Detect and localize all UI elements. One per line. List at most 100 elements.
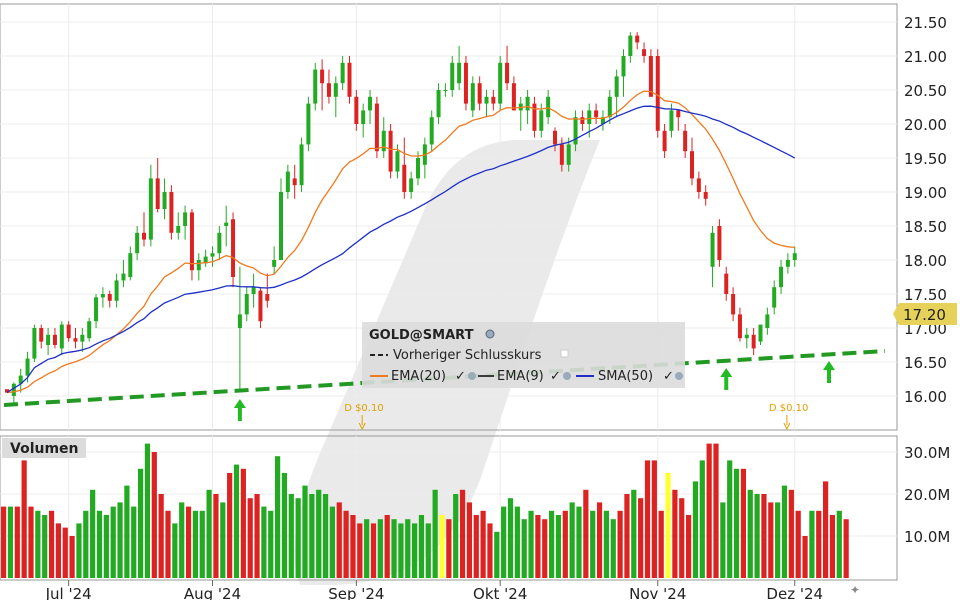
volume-bar	[69, 536, 75, 578]
legend-prev-close: Vorheriger Schlusskurs	[393, 348, 542, 363]
candle-body	[59, 324, 64, 349]
candle-body	[607, 96, 612, 118]
candle-body	[326, 83, 331, 97]
candle-body	[717, 226, 722, 260]
dividend-label[interactable]: D $0.10	[769, 403, 809, 414]
x-tick-label: Okt '24	[473, 585, 527, 600]
volume-bar	[446, 519, 452, 578]
candle-body	[169, 192, 174, 233]
candle-body	[553, 130, 557, 145]
price-tick-label: 20.50	[904, 82, 947, 100]
volume-bar	[843, 519, 849, 578]
volume-bar	[638, 498, 644, 578]
volume-bar	[747, 489, 753, 578]
price-tick-label: 18.00	[904, 252, 947, 270]
volume-bar	[795, 510, 801, 578]
candle-body	[107, 294, 112, 301]
candle-body	[203, 256, 208, 264]
candle-body	[224, 222, 229, 226]
volume-bar	[302, 485, 308, 578]
volume-panel-frame	[0, 435, 898, 581]
candle-body	[313, 69, 318, 104]
volume-bar	[322, 494, 329, 578]
candle-body	[573, 117, 578, 145]
candle-body	[792, 253, 797, 260]
candle-body	[66, 324, 71, 339]
ema9-check-icon[interactable]: ✓	[550, 369, 561, 384]
volume-bar	[309, 494, 315, 578]
candle-body	[690, 151, 694, 179]
candle-body	[491, 96, 496, 104]
volume-bar	[775, 502, 781, 578]
volume-bar	[823, 481, 829, 578]
prev-close-toggle[interactable]	[560, 349, 569, 358]
volume-bar	[679, 498, 685, 578]
candle-body	[18, 375, 23, 384]
candle-body	[374, 103, 379, 152]
candle-body	[669, 110, 674, 131]
volume-bar	[172, 523, 178, 578]
volume-bar	[761, 494, 767, 578]
globe-icon[interactable]	[485, 329, 495, 339]
candle-body	[94, 297, 99, 322]
candle-body	[306, 103, 311, 145]
volume-bar	[316, 489, 322, 578]
candle-body	[532, 103, 537, 131]
legend-ema20: EMA(20)	[391, 369, 446, 384]
candle-body	[580, 117, 585, 124]
candle-body	[121, 273, 126, 281]
candle-body	[635, 35, 640, 43]
volume-bar	[377, 519, 383, 578]
volume-bar	[610, 519, 616, 578]
candle-body	[457, 62, 462, 84]
volume-bar	[76, 523, 82, 578]
volume-bar	[809, 510, 815, 578]
candle-body	[436, 90, 441, 118]
ema9-settings-icon[interactable]	[563, 372, 571, 380]
candle-body	[696, 178, 701, 192]
volume-bar	[185, 506, 192, 578]
candle-body	[546, 96, 551, 118]
candle-body	[416, 158, 420, 179]
sma50-check-icon[interactable]: ✓	[663, 369, 674, 384]
ema20-check-icon[interactable]: ✓	[455, 369, 466, 384]
volume-bar	[829, 515, 836, 578]
volume-bar	[658, 510, 664, 578]
sma50-settings-icon[interactable]	[675, 372, 683, 380]
volume-bar	[110, 506, 116, 578]
volume-bar	[507, 498, 514, 578]
volume-bar	[28, 506, 34, 578]
dividend-label[interactable]: D $0.10	[344, 403, 384, 414]
volume-bar	[720, 502, 726, 578]
volume-bar	[706, 443, 712, 578]
volume-bar	[432, 489, 438, 578]
candle-body	[758, 324, 763, 342]
volume-bar	[672, 489, 678, 578]
volume-bar	[535, 515, 541, 578]
candle-body	[594, 110, 599, 118]
candle-body	[100, 294, 105, 298]
volume-bar	[384, 515, 390, 578]
candle-body	[785, 260, 790, 267]
candle-body	[237, 314, 242, 328]
candle-body	[779, 266, 784, 288]
volume-bar	[14, 506, 20, 578]
candle-body	[450, 62, 455, 90]
candle-body	[388, 130, 393, 172]
volume-bar	[439, 515, 445, 578]
ema20-settings-icon[interactable]	[468, 372, 476, 380]
scroll-right-icon[interactable]: ✦	[850, 583, 860, 597]
candle-body	[162, 192, 167, 209]
candle-body	[511, 83, 516, 111]
volume-bar	[405, 519, 411, 578]
price-tick-label: 21.00	[904, 48, 947, 66]
candle-body	[710, 232, 715, 267]
volume-bar	[713, 443, 719, 578]
volume-bar	[254, 494, 260, 578]
volume-bar	[398, 523, 404, 578]
volume-bar	[590, 510, 596, 578]
volume-bar	[42, 515, 48, 578]
price-tick-label: 16.00	[904, 388, 947, 406]
candle-body	[587, 110, 592, 124]
candle-body	[676, 110, 681, 118]
